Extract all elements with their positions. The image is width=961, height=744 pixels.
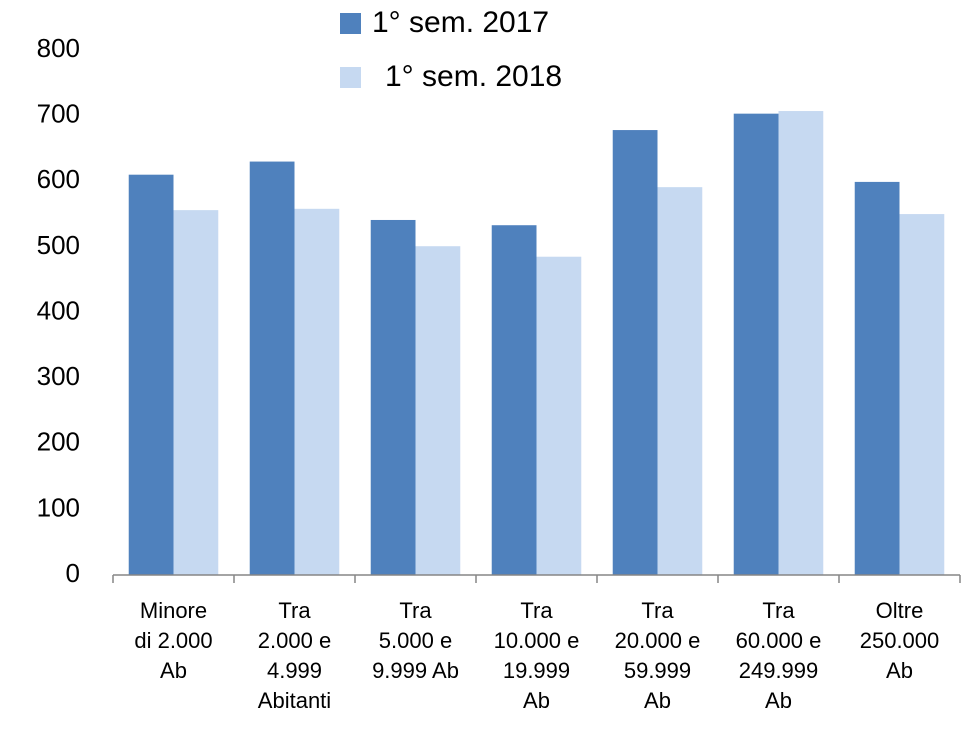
- legend-label: 1° sem. 2018: [385, 60, 562, 93]
- x-tick-label: Tra 2.000 e 4.999 Abitanti: [257, 598, 332, 713]
- y-tick-label: 500: [37, 230, 80, 260]
- bar: [657, 187, 703, 575]
- bar: [370, 219, 416, 575]
- bar: [491, 225, 537, 575]
- x-tick-label: Oltre 250.000 Ab: [859, 598, 940, 683]
- bar: [612, 130, 658, 575]
- legend-swatch: [340, 67, 361, 88]
- x-tick-label: Tra 10.000 e 19.999 Ab: [493, 598, 580, 713]
- x-tick-label: Minore di 2.000 Ab: [134, 598, 213, 683]
- bar: [173, 210, 219, 575]
- y-tick-label: 0: [66, 558, 80, 588]
- legend-label: 1° sem. 2017: [372, 6, 549, 39]
- y-tick-label: 200: [37, 427, 80, 457]
- x-tick-label: Tra 5.000 e 9.999 Ab: [372, 598, 459, 683]
- bar: [854, 181, 900, 575]
- bar: [249, 161, 295, 575]
- y-tick-label: 700: [37, 99, 80, 129]
- bar: [415, 246, 461, 575]
- y-tick-label: 400: [37, 295, 80, 325]
- y-tick-label: 800: [37, 33, 80, 63]
- bar: [778, 111, 824, 575]
- bar: [128, 174, 174, 575]
- legend-swatch: [340, 13, 361, 34]
- y-tick-label: 100: [37, 492, 80, 522]
- y-tick-label: 300: [37, 361, 80, 391]
- bar: [733, 113, 779, 575]
- bar: [536, 256, 582, 575]
- bar: [899, 214, 945, 575]
- y-tick-label: 600: [37, 164, 80, 194]
- x-tick-label: Tra 20.000 e 59.999 Ab: [614, 598, 701, 713]
- bar: [294, 208, 340, 575]
- x-tick-label: Tra 60.000 e 249.999 Ab: [735, 598, 822, 713]
